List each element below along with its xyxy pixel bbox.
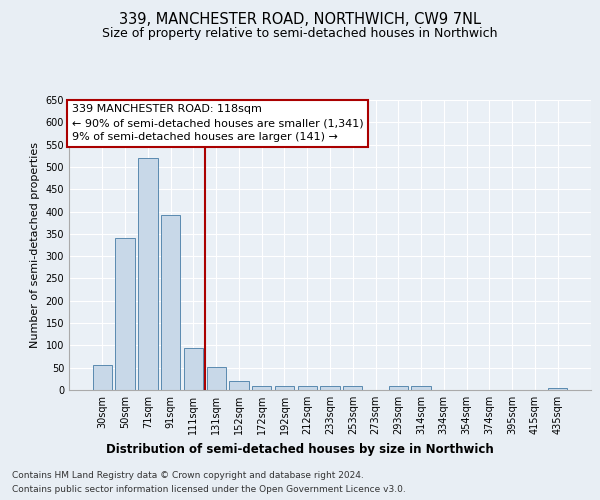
Bar bbox=[548, 388, 567, 390]
Bar bbox=[206, 367, 226, 390]
Bar bbox=[161, 214, 181, 390]
Text: Contains HM Land Registry data © Crown copyright and database right 2024.: Contains HM Land Registry data © Crown c… bbox=[12, 471, 364, 480]
Bar bbox=[138, 158, 158, 390]
Text: Distribution of semi-detached houses by size in Northwich: Distribution of semi-detached houses by … bbox=[106, 442, 494, 456]
Bar bbox=[184, 348, 203, 390]
Text: 339, MANCHESTER ROAD, NORTHWICH, CW9 7NL: 339, MANCHESTER ROAD, NORTHWICH, CW9 7NL bbox=[119, 12, 481, 28]
Bar bbox=[252, 386, 271, 390]
Bar bbox=[389, 386, 408, 390]
Bar bbox=[115, 238, 135, 390]
Text: 339 MANCHESTER ROAD: 118sqm
← 90% of semi-detached houses are smaller (1,341)
9%: 339 MANCHESTER ROAD: 118sqm ← 90% of sem… bbox=[71, 104, 363, 142]
Text: Size of property relative to semi-detached houses in Northwich: Size of property relative to semi-detach… bbox=[102, 28, 498, 40]
Text: Contains public sector information licensed under the Open Government Licence v3: Contains public sector information licen… bbox=[12, 485, 406, 494]
Bar bbox=[320, 386, 340, 390]
Y-axis label: Number of semi-detached properties: Number of semi-detached properties bbox=[30, 142, 40, 348]
Bar bbox=[343, 386, 362, 390]
Bar bbox=[229, 381, 248, 390]
Bar bbox=[298, 386, 317, 390]
Bar bbox=[275, 386, 294, 390]
Bar bbox=[93, 364, 112, 390]
Bar bbox=[412, 386, 431, 390]
